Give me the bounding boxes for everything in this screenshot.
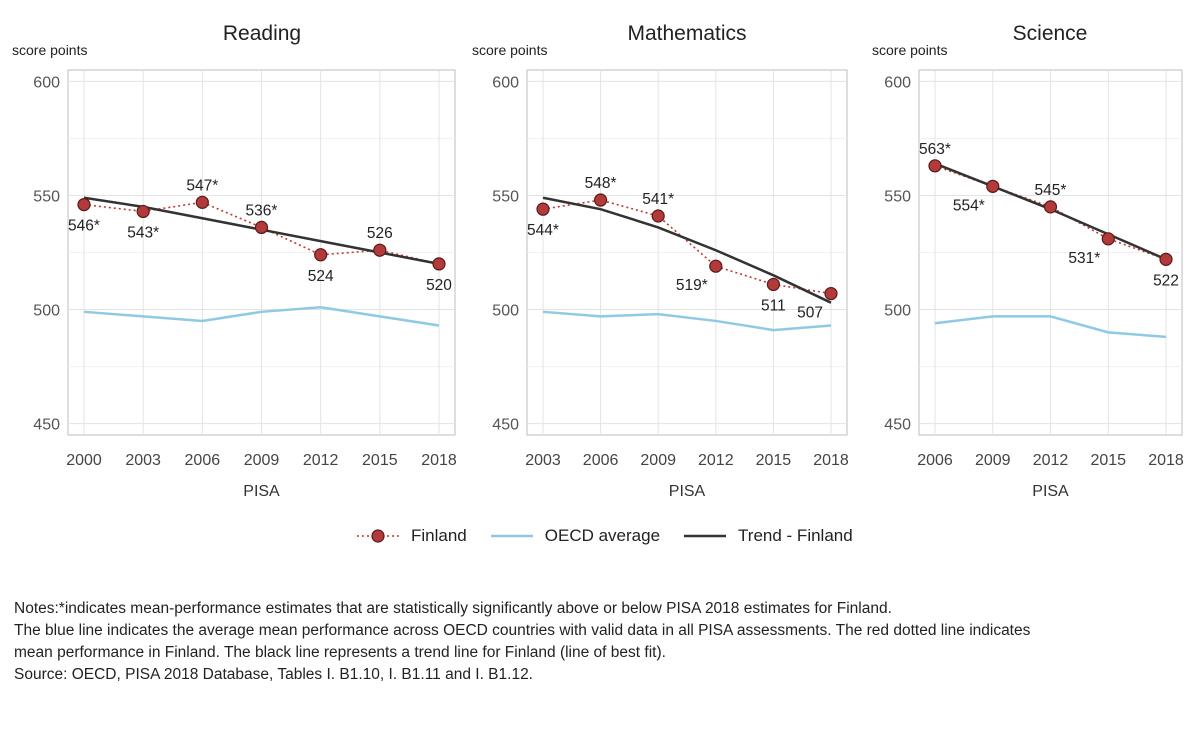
data-point-finland — [195, 195, 209, 209]
x-tick-label: 2018 — [813, 452, 849, 469]
y-tick-label: 550 — [884, 188, 911, 205]
x-tick-label: 2009 — [244, 452, 280, 469]
legend-swatch-oecd-average — [490, 534, 533, 538]
y-tick-label: 450 — [492, 417, 519, 434]
chart-title: Science — [1013, 22, 1088, 45]
legend-item-trend-finland: Trend - Finland — [682, 526, 853, 546]
x-tick-label: 2015 — [1090, 452, 1126, 469]
data-point-finland — [1159, 252, 1173, 266]
series-line-oecd-average — [542, 310, 832, 332]
data-point-finland — [1043, 200, 1058, 214]
data-label-finland: 547* — [186, 177, 218, 194]
data-label-finland: 520 — [426, 277, 452, 294]
x-tick-label: 2009 — [975, 452, 1011, 469]
x-axis-label: PISA — [243, 483, 280, 500]
notes-line-4: Source: OECD, PISA 2018 Database, Tables… — [14, 666, 533, 683]
data-point-finland — [254, 220, 269, 235]
x-tick-label: 2015 — [362, 452, 398, 469]
data-label-finland: 524 — [308, 268, 334, 285]
data-point-finland — [136, 204, 150, 219]
data-label-finland: 563* — [919, 141, 951, 158]
data-label-finland: 541* — [642, 191, 674, 208]
chart-reading: 450 500 550 600 2000 2003 2006 2009 2012 2015 2018… — [12, 22, 457, 500]
data-point-finland — [536, 202, 550, 216]
y-tick-label: 600 — [884, 74, 911, 91]
chart-title: Reading — [223, 22, 301, 45]
data-point-finland — [928, 159, 942, 173]
x-tick-label: 2003 — [525, 452, 561, 469]
series-line-oecd-average — [934, 315, 1167, 339]
y-tick-label: 500 — [492, 303, 519, 320]
x-tick-label: 2015 — [756, 452, 792, 469]
y-tick-label: 450 — [884, 417, 911, 434]
notes-line-3: mean performance in Finland. The black l… — [14, 644, 666, 661]
data-point-finland — [986, 179, 1000, 193]
data-point-finland — [824, 286, 838, 301]
data-label-finland: 526 — [367, 225, 393, 242]
x-tick-label: 2003 — [125, 452, 161, 469]
y-axis-label: score points — [472, 42, 547, 58]
data-label-finland: 548* — [585, 175, 617, 192]
data-point-finland — [651, 209, 665, 223]
y-tick-label: 500 — [33, 303, 60, 320]
notes-line-2: The blue line indicates the average mean… — [14, 622, 1031, 639]
legend-label-finland: Finland — [411, 526, 467, 545]
data-label-finland: 522 — [1153, 272, 1179, 289]
data-label-finland: 545* — [1035, 182, 1067, 199]
x-tick-label: 2006 — [185, 452, 221, 469]
series-line-finland — [542, 199, 832, 295]
x-tick-label: 2006 — [917, 452, 953, 469]
legend-item-finland: Finland — [355, 526, 467, 546]
data-point-finland — [709, 259, 723, 273]
x-tick-label: 2000 — [66, 452, 102, 469]
legend-swatch-finland — [357, 529, 399, 543]
charts-area: 450 500 550 600 2000 2003 2006 2009 2012 2015 2018… — [12, 22, 1184, 500]
x-tick-label: 2009 — [640, 452, 676, 469]
data-label-finland: 531* — [1068, 250, 1100, 267]
y-axis-label: score points — [12, 42, 87, 58]
y-tick-label: 600 — [33, 74, 60, 91]
chart-mathematics: 450 500 550 600 2003 2006 2009 2012 2015 2018 Math… — [472, 22, 849, 500]
data-point-finland — [373, 243, 387, 257]
data-label-finland: 507 — [797, 305, 823, 322]
data-label-finland: 554* — [953, 197, 985, 214]
x-tick-label: 2012 — [698, 452, 734, 469]
y-tick-label: 600 — [492, 74, 519, 91]
data-point-finland — [432, 257, 446, 271]
x-axis-label: PISA — [669, 483, 706, 500]
y-tick-label: 500 — [884, 303, 911, 320]
x-axis-label: PISA — [1032, 483, 1069, 500]
x-tick-label: 2012 — [303, 452, 339, 469]
legend-label-oecd-average: OECD average — [544, 526, 661, 545]
y-tick-label: 550 — [33, 188, 60, 205]
legend-swatch-trend-finland — [684, 534, 727, 538]
notes-line-1: Notes:*indicates mean-performance estima… — [14, 600, 892, 617]
x-tick-label: 2012 — [1033, 452, 1069, 469]
x-tick-label: 2018 — [1148, 452, 1184, 469]
data-point-finland — [766, 277, 781, 292]
legend-label-trend-finland: Trend - Finland — [738, 526, 853, 545]
y-tick-label: 550 — [492, 188, 519, 205]
data-label-finland: 519* — [676, 277, 708, 294]
notes: Notes:*indicates mean-performance estima… — [14, 598, 1194, 686]
y-axis-label: score points — [872, 42, 947, 58]
data-point-finland — [593, 193, 608, 207]
data-label-finland: 511 — [761, 297, 786, 314]
legend-item-oecd-average: OECD average — [489, 526, 660, 546]
series-line-trend-finland — [542, 196, 832, 304]
data-point-finland — [314, 248, 328, 262]
data-point-finland — [77, 197, 91, 212]
data-point-finland — [1101, 232, 1115, 246]
chart-science: 450 500 550 600 2006 2009 2012 2015 2018 Science s… — [872, 22, 1184, 500]
x-tick-label: 2018 — [421, 452, 457, 469]
x-tick-label: 2006 — [583, 452, 619, 469]
chart-title: Mathematics — [627, 22, 746, 45]
data-label-finland: 544* — [527, 222, 559, 239]
series-line-oecd-average — [83, 305, 440, 327]
data-label-finland: 546* — [68, 218, 100, 235]
data-label-finland: 536* — [246, 202, 278, 219]
data-label-finland: 543* — [127, 224, 159, 241]
legend: Finland OECD average Trend - Finland — [355, 522, 875, 550]
y-tick-label: 450 — [33, 417, 60, 434]
